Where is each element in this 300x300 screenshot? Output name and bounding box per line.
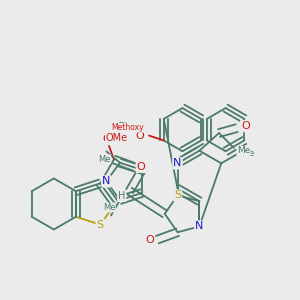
Text: S: S bbox=[174, 190, 181, 200]
Text: S: S bbox=[97, 220, 104, 230]
Text: Me: Me bbox=[237, 146, 250, 155]
Text: O: O bbox=[241, 121, 250, 131]
Text: N: N bbox=[173, 158, 182, 168]
Text: H: H bbox=[118, 191, 125, 201]
Text: Me: Me bbox=[98, 155, 111, 164]
Text: Methoxy: Methoxy bbox=[111, 123, 144, 132]
Text: O: O bbox=[102, 134, 111, 144]
Text: N: N bbox=[102, 176, 110, 186]
Text: Me: Me bbox=[103, 203, 116, 212]
Text: O: O bbox=[136, 130, 145, 141]
Text: Me: Me bbox=[242, 149, 255, 158]
Text: N: N bbox=[195, 221, 204, 231]
Text: O: O bbox=[145, 235, 154, 244]
Text: OMe: OMe bbox=[106, 133, 128, 142]
Text: O: O bbox=[137, 162, 146, 172]
